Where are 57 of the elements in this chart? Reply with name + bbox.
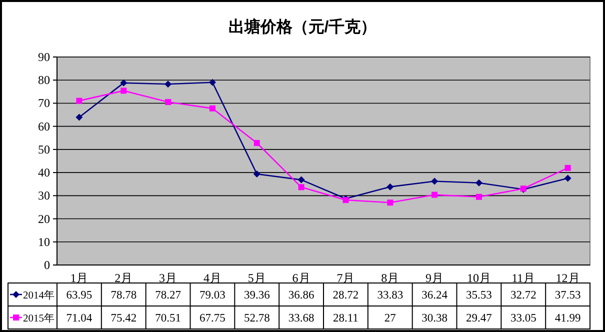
data-label: 32.72 xyxy=(510,290,537,302)
legend-label: 2015年 xyxy=(23,312,55,324)
data-label: 71.04 xyxy=(66,312,92,324)
y-tick-label: 90 xyxy=(38,50,50,64)
point xyxy=(432,192,438,198)
data-label: 39.36 xyxy=(244,290,270,302)
point xyxy=(476,194,482,200)
data-label: 35.53 xyxy=(466,290,492,302)
y-tick-label: 50 xyxy=(38,142,50,156)
data-label: 78.27 xyxy=(155,290,182,302)
point xyxy=(564,174,572,182)
data-label: 28.11 xyxy=(332,312,359,324)
y-tick-label: 20 xyxy=(38,212,50,226)
data-label: 36.86 xyxy=(288,290,314,302)
y-tick-label: 0 xyxy=(44,258,50,272)
y-tick-label: 60 xyxy=(38,119,50,134)
data-label: 67.75 xyxy=(200,312,226,324)
data-label: 29.47 xyxy=(466,312,492,324)
data-label: 79.03 xyxy=(200,290,226,302)
point xyxy=(120,88,127,94)
data-label: 41.99 xyxy=(554,312,581,324)
point xyxy=(254,140,260,146)
point xyxy=(165,99,172,106)
data-label: 33.83 xyxy=(377,290,404,302)
y-tick-label: 30 xyxy=(38,188,50,203)
point xyxy=(298,176,305,184)
data-label: 78.78 xyxy=(110,290,137,302)
point xyxy=(431,178,438,185)
data-label: 27 xyxy=(384,312,396,324)
data-label: 36.24 xyxy=(422,290,448,302)
y-tick-label: 10 xyxy=(38,234,50,249)
point xyxy=(298,184,304,190)
data-label: 63.95 xyxy=(66,290,92,302)
data-label: 30.38 xyxy=(422,312,448,324)
point xyxy=(387,200,394,206)
y-tick-label: 80 xyxy=(38,73,50,88)
point xyxy=(76,114,83,121)
data-label: 28.72 xyxy=(332,290,359,302)
data-label: 33.05 xyxy=(510,312,537,324)
point xyxy=(208,78,216,86)
point xyxy=(164,80,172,88)
y-tick-label: 70 xyxy=(38,96,50,110)
point xyxy=(475,179,482,186)
data-label: 37.53 xyxy=(554,290,581,302)
point xyxy=(76,98,82,104)
point xyxy=(564,164,571,171)
data-label: 52.78 xyxy=(244,312,270,324)
point xyxy=(209,105,216,112)
chart-title: 出塘价格（元/千克） xyxy=(228,18,377,36)
data-label: 33.68 xyxy=(288,312,314,324)
y-tick-label: 40 xyxy=(38,166,50,180)
data-label: 75.42 xyxy=(110,312,137,324)
data-label: 70.51 xyxy=(155,312,182,324)
point xyxy=(253,170,260,178)
point xyxy=(386,183,394,190)
point xyxy=(120,79,128,86)
legend-label: 2014年 xyxy=(23,290,55,302)
